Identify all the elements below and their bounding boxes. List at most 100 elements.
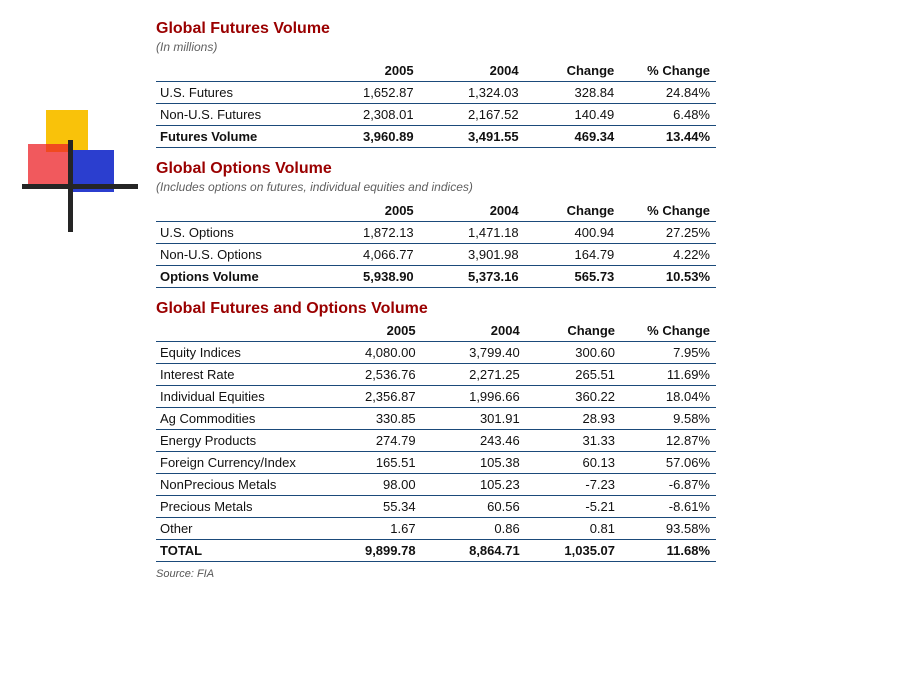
cell-value: 140.49 <box>525 104 621 126</box>
table-row: U.S. Futures 1,652.87 1,324.03 328.84 24… <box>156 82 716 104</box>
cell-value: 1,872.13 <box>324 222 420 244</box>
section-title-combined: Global Futures and Options Volume <box>156 300 746 318</box>
cell-value: 400.94 <box>525 222 621 244</box>
table-row: Non-U.S. Options 4,066.77 3,901.98 164.7… <box>156 244 716 266</box>
cell-value: 565.73 <box>525 266 621 288</box>
cell-value: 165.51 <box>326 452 421 474</box>
cell-value: 5,373.16 <box>420 266 525 288</box>
cell-value: 3,491.55 <box>420 126 525 148</box>
table-row: U.S. Options 1,872.13 1,471.18 400.94 27… <box>156 222 716 244</box>
cell-value: 360.22 <box>526 386 621 408</box>
cell-value: 0.86 <box>422 518 526 540</box>
cell-value: 1,996.66 <box>422 386 526 408</box>
cell-value: 301.91 <box>422 408 526 430</box>
cell-value: 55.34 <box>326 496 421 518</box>
cell-value: 265.51 <box>526 364 621 386</box>
cell-value: 328.84 <box>525 82 621 104</box>
cell-value: 300.60 <box>526 342 621 364</box>
col-label <box>156 60 324 82</box>
cell-value: 4,066.77 <box>324 244 420 266</box>
cell-value: 1,324.03 <box>420 82 525 104</box>
cell-value: 7.95% <box>621 342 716 364</box>
table-total-row: Futures Volume 3,960.89 3,491.55 469.34 … <box>156 126 716 148</box>
col-pct-change: % Change <box>620 60 716 82</box>
table-row: Foreign Currency/Index165.51105.3860.135… <box>156 452 716 474</box>
cell-value: 2,356.87 <box>326 386 421 408</box>
cell-value: 6.48% <box>620 104 716 126</box>
table-row: Non-U.S. Futures 2,308.01 2,167.52 140.4… <box>156 104 716 126</box>
cell-value: 57.06% <box>621 452 716 474</box>
col-2005: 2005 <box>324 200 420 222</box>
table-row: Ag Commodities330.85301.9128.939.58% <box>156 408 716 430</box>
col-2004: 2004 <box>422 320 526 342</box>
table-row: Other1.670.860.8193.58% <box>156 518 716 540</box>
cell-value: 2,271.25 <box>422 364 526 386</box>
cell-value: 9,899.78 <box>326 540 421 562</box>
cell-value: 60.56 <box>422 496 526 518</box>
cell-label: NonPrecious Metals <box>156 474 326 496</box>
col-change: Change <box>525 200 621 222</box>
cell-value: 2,167.52 <box>420 104 525 126</box>
table-row: Interest Rate2,536.762,271.25265.5111.69… <box>156 364 716 386</box>
table-total-row: Options Volume 5,938.90 5,373.16 565.73 … <box>156 266 716 288</box>
cell-value: 4.22% <box>620 244 716 266</box>
source-citation: Source: FIA <box>156 568 746 580</box>
cell-value: -8.61% <box>621 496 716 518</box>
col-label <box>156 200 324 222</box>
cell-value: 105.38 <box>422 452 526 474</box>
col-pct-change: % Change <box>621 320 716 342</box>
cell-value: 243.46 <box>422 430 526 452</box>
logo-bar-vertical <box>68 140 73 232</box>
logo-square-red <box>28 144 70 186</box>
col-2005: 2005 <box>324 60 420 82</box>
cell-value: 3,799.40 <box>422 342 526 364</box>
cell-value: 2,536.76 <box>326 364 421 386</box>
cell-label: Precious Metals <box>156 496 326 518</box>
cell-value: 1,652.87 <box>324 82 420 104</box>
cell-label: Other <box>156 518 326 540</box>
cell-label: Equity Indices <box>156 342 326 364</box>
col-pct-change: % Change <box>620 200 716 222</box>
table-futures: 2005 2004 Change % Change U.S. Futures 1… <box>156 60 716 148</box>
content-area: Global Futures Volume (In millions) 2005… <box>156 8 746 580</box>
col-label <box>156 320 326 342</box>
cell-value: 27.25% <box>620 222 716 244</box>
cell-value: 274.79 <box>326 430 421 452</box>
cell-label: TOTAL <box>156 540 326 562</box>
cell-value: 0.81 <box>526 518 621 540</box>
cell-value: -7.23 <box>526 474 621 496</box>
cell-value: -5.21 <box>526 496 621 518</box>
cell-value: 469.34 <box>525 126 621 148</box>
cell-value: 1,471.18 <box>420 222 525 244</box>
section-title-options: Global Options Volume <box>156 160 746 178</box>
cell-label: Options Volume <box>156 266 324 288</box>
cell-value: 2,308.01 <box>324 104 420 126</box>
cell-value: 5,938.90 <box>324 266 420 288</box>
table-header-row: 2005 2004 Change % Change <box>156 60 716 82</box>
cell-value: 10.53% <box>620 266 716 288</box>
col-2004: 2004 <box>420 60 525 82</box>
cell-label: Futures Volume <box>156 126 324 148</box>
cell-value: 31.33 <box>526 430 621 452</box>
cell-value: 1.67 <box>326 518 421 540</box>
cell-value: 12.87% <box>621 430 716 452</box>
table-row: Equity Indices4,080.003,799.40300.607.95… <box>156 342 716 364</box>
cell-value: -6.87% <box>621 474 716 496</box>
cell-value: 3,901.98 <box>420 244 525 266</box>
col-change: Change <box>525 60 621 82</box>
cell-value: 1,035.07 <box>526 540 621 562</box>
cell-value: 164.79 <box>525 244 621 266</box>
table-row: Energy Products274.79243.4631.3312.87% <box>156 430 716 452</box>
cell-value: 11.68% <box>621 540 716 562</box>
table-row: Individual Equities2,356.871,996.66360.2… <box>156 386 716 408</box>
cell-label: Non-U.S. Options <box>156 244 324 266</box>
col-2005: 2005 <box>326 320 421 342</box>
table-combined: 2005 2004 Change % Change Equity Indices… <box>156 320 716 562</box>
cell-label: Interest Rate <box>156 364 326 386</box>
table-row: Precious Metals55.3460.56-5.21-8.61% <box>156 496 716 518</box>
cell-label: Non-U.S. Futures <box>156 104 324 126</box>
table-header-row: 2005 2004 Change % Change <box>156 320 716 342</box>
table-header-row: 2005 2004 Change % Change <box>156 200 716 222</box>
table-total-row: TOTAL 9,899.78 8,864.71 1,035.07 11.68% <box>156 540 716 562</box>
table-row: NonPrecious Metals98.00105.23-7.23-6.87% <box>156 474 716 496</box>
